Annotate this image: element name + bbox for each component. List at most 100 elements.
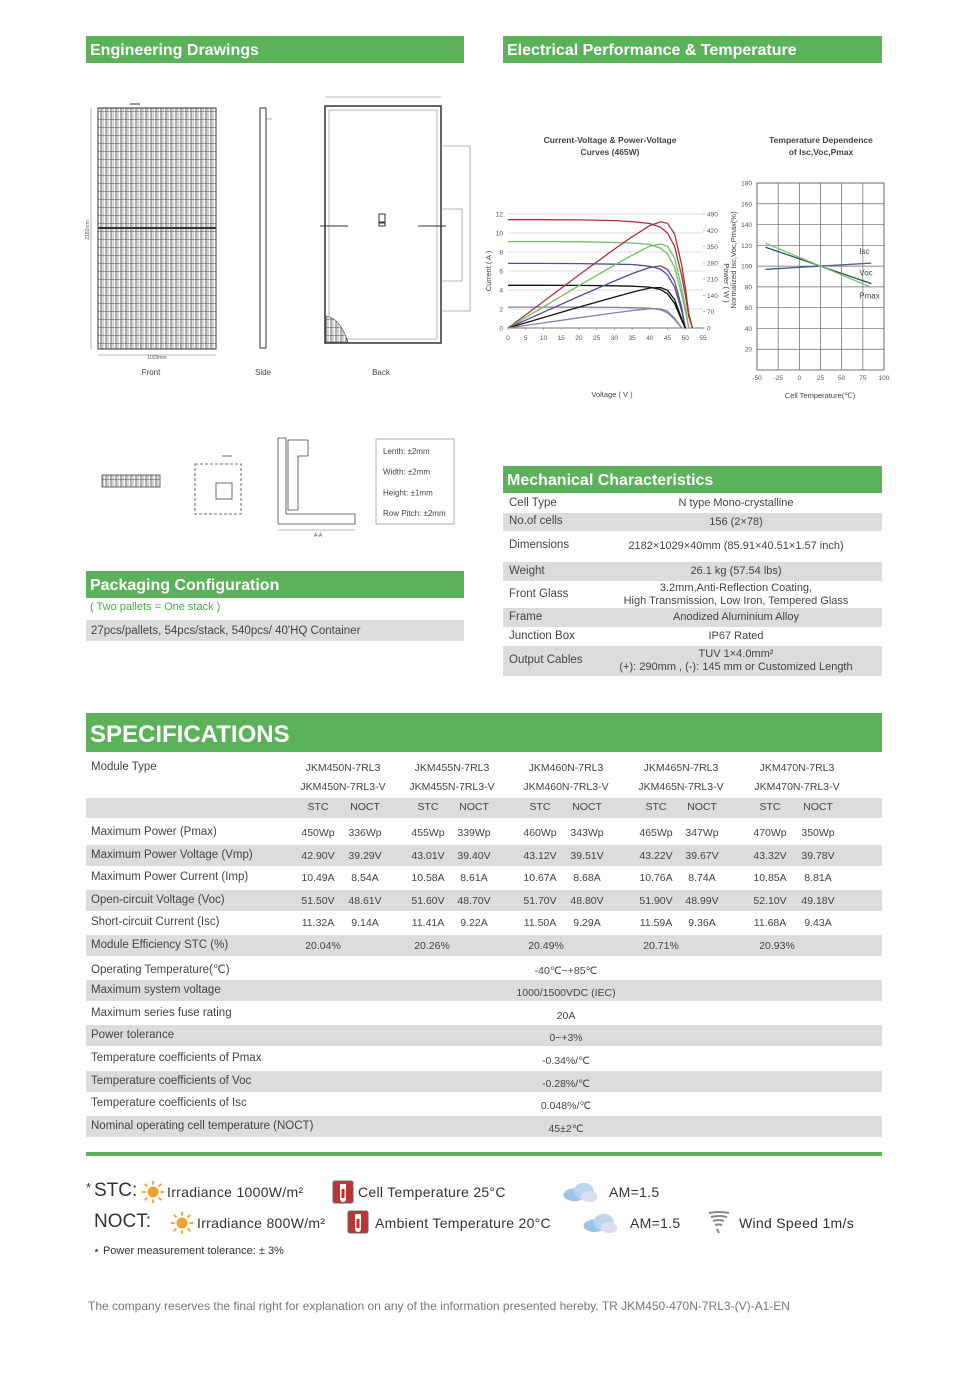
cell-value: 336Wp [348,827,382,839]
y2-tick-label: 490 [707,212,718,219]
cell-value: 42.90V [301,849,335,862]
row-value: High Transmission, Low Iron, Tempered Gl… [623,594,849,607]
cell-value: 9.22A [460,917,488,930]
y-axis-label: Normalized Isc,Voc,Pmax(%) [729,211,738,309]
condition-label: NOCT [459,801,489,813]
y-tick-label: 10 [496,231,504,238]
row-label: Open-circuit Voltage (Voc) [91,893,225,906]
series-line [507,265,686,329]
back-view [320,96,471,344]
model-name: JKM460N-7RL3-V [523,781,609,793]
cell-value: 20.71% [643,940,679,952]
cell-value: 11.68A [753,917,787,930]
x-tick-label: 25 [593,335,601,342]
x-tick-label: 75 [859,375,867,382]
model-name: JKM455N-7RL3-V [409,781,495,793]
row-label: Temperature coefficients of Pmax [91,1052,262,1064]
cell-value: 8.61A [460,872,488,885]
cell-value: 39.40V [457,849,491,862]
row-label: Weight [509,564,545,577]
x-tick-label: -50 [752,375,762,382]
cell-value: -0.28%/℃ [542,1077,590,1090]
series-line [765,262,872,270]
y-tick-label: 12 [496,212,504,219]
divider [86,1152,882,1156]
y2-tick-label: 140 [707,293,718,300]
row-value: Anodized Aluminium Alloy [673,611,799,623]
table-row [86,798,882,818]
series-label: Isc [859,247,869,256]
row-label: No.of cells [509,515,563,527]
cell-value: -0.34%/℃ [542,1055,590,1067]
condition-label: STC [307,801,329,813]
condition-label: NOCT [350,801,380,813]
y2-axis-label: Power ( W ) [722,263,731,303]
row-value: (+): 290mm , (-): 145 mm or Customized L… [619,661,853,673]
row-value: N type Mono-crystalline [678,497,794,509]
x-tick-label: 0 [506,335,510,342]
detail-drawings [101,437,455,531]
row-value: IP67 Rated [708,630,764,642]
condition-item: AM=1.5 [609,1184,660,1200]
model-name: JKM465N-7RL3-V [638,781,724,793]
cell-value: 51.60V [411,894,445,907]
row-label: Maximum system voltage [91,984,221,997]
cell-value: 51.50V [301,894,335,907]
model-name: JKM455N-7RL3 [414,762,490,774]
view-label: Front [142,368,161,377]
x-tick-label: 5 [524,335,528,342]
view-label: Side [255,368,272,377]
packaging-note: ( Two pallets = One stack ) [90,601,221,613]
view-label: Back [372,368,391,377]
table-row [86,1115,882,1137]
table-row [86,889,882,911]
condition-label: NOCT: [94,1211,151,1232]
condition-item: Wind Speed 1m/s [739,1215,854,1231]
x-axis-label: Voltage ( V ) [591,390,633,399]
cell-value: 20.49% [528,940,564,952]
y2-tick-label: 70 [707,309,715,316]
footer: The company reserves the final right for… [88,1299,790,1313]
cell-value: 10.85A [753,872,787,885]
x-tick-label: -25 [773,375,783,382]
cell-value: 10.49A [301,872,335,885]
series-line [765,242,872,288]
y2-tick-label: 210 [707,277,718,284]
y-tick-label: 100 [741,264,752,271]
series-line [507,286,686,329]
table-row [86,1002,882,1024]
row-label: Operating Temperature(℃) [91,963,230,976]
table-row [86,822,882,843]
condition-label: STC [529,801,551,813]
y-tick-label: 140 [741,222,752,229]
y2-tick-label: 350 [707,244,718,251]
y-tick-label: 120 [741,243,752,250]
table-row [503,646,882,676]
y-axis-label: Current ( A ) [484,250,493,291]
condition-label: NOCT [687,801,717,813]
cell-value: 9.29A [573,917,601,930]
cell-value: 10.58A [411,872,445,885]
condition-label: STC [645,801,667,813]
cell-value: 51.70V [523,894,557,907]
icon [332,1180,354,1204]
row-label: Front Glass [509,587,569,600]
y-tick-label: 160 [741,201,752,208]
row-label: Module Efficiency STC (%) [91,939,229,951]
row-label: Dimensions [509,539,570,551]
cell-value: 45±2℃ [548,1122,584,1135]
cell-value: 39.51V [570,849,604,862]
cell-value: 0~+3% [549,1032,583,1045]
condition-item: Irradiance 800W/m² [197,1215,326,1231]
row-value: TUV 1×4.0mm² [698,648,774,660]
y-tick-label: 4 [499,288,503,295]
front-view [90,103,217,356]
cell-value: 455Wp [411,827,445,839]
table-row [86,912,882,934]
model-name: JKM470N-7RL3-V [754,781,840,793]
model-name: JKM450N-7RL3-V [300,781,386,793]
cell-value: 470Wp [753,827,787,839]
cell-value: 9.14A [351,917,379,930]
